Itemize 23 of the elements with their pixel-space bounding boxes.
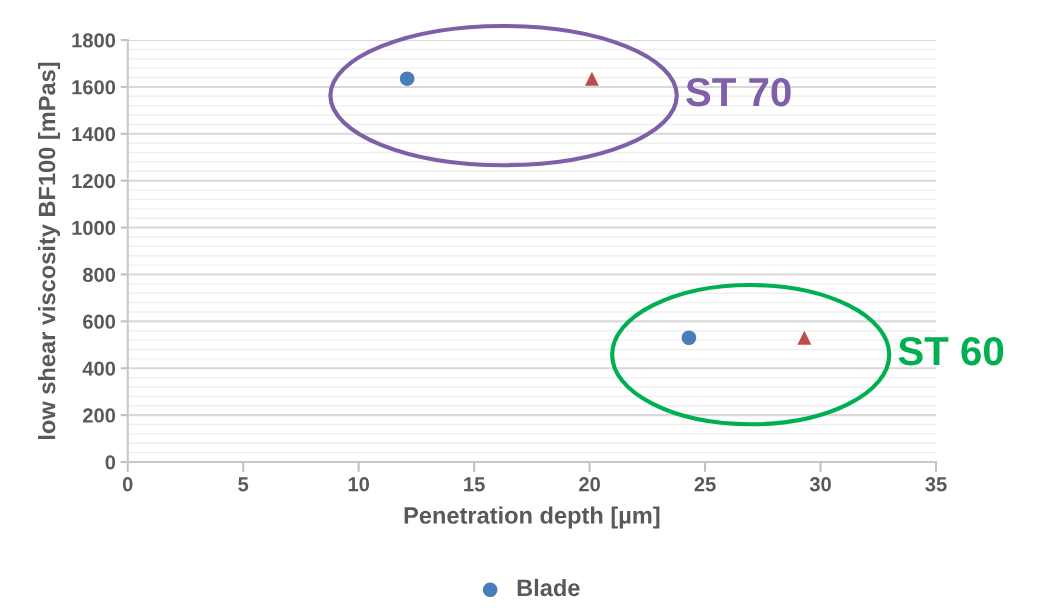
x-tick-label: 5 [238,477,249,492]
legend-label: Blade [517,578,580,597]
x-axis-title: Penetration depth [µm] [404,506,660,529]
x-tick-label: 20 [579,477,600,492]
annotation: ST 70 [686,77,791,107]
y-tick-label: 400 [82,361,116,376]
y-tick-label: 1000 [72,220,116,236]
x-tick-label: 35 [925,477,947,492]
y-tick-label: 0 [105,455,116,470]
x-tick-label: 30 [809,477,831,492]
x-tick-label: 0 [122,477,133,492]
y-tick-label: 1400 [72,127,116,142]
y-tick-label: 1200 [72,173,116,189]
y-tick-label: 800 [82,267,116,282]
y-tick-label: 1600 [72,80,116,95]
x-tick-label: 10 [348,477,370,492]
x-tick-label: 25 [694,477,716,492]
y-tick-label: 1800 [72,33,116,48]
y-tick-label: 200 [83,408,116,423]
annotation: ST 60 [898,336,1004,366]
y-tick-label: 600 [83,314,116,329]
x-tick-label: 15 [464,477,485,492]
y-axis-title: low shear viscosity BF100 [mPas] [38,62,61,439]
